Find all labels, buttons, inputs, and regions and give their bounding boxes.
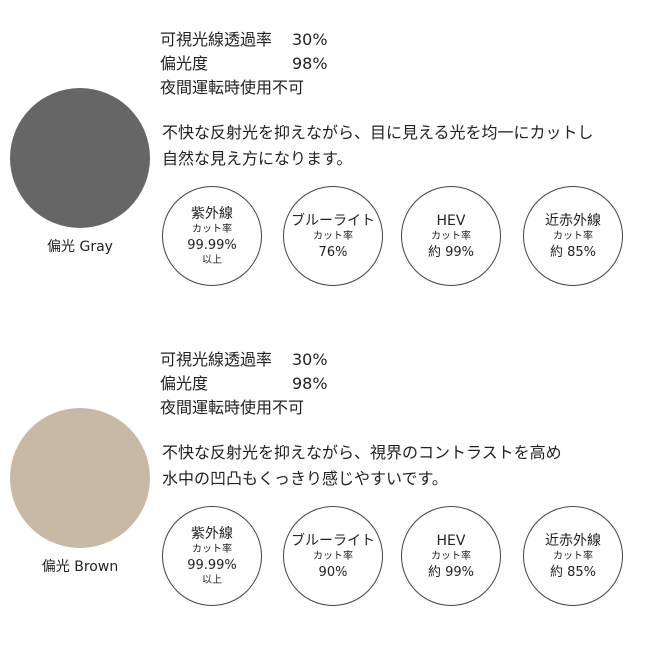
description-line: 不快な反射光を抑えながら、目に見える光を均一にカットし [162, 123, 594, 142]
badge-text: 約 99% [427, 244, 475, 260]
badge-text: 約 85% [549, 564, 597, 580]
badge-text: 90% [318, 564, 348, 580]
lens-label: 偏光 Brown [41, 559, 119, 575]
spec-label: 偏光度 [160, 374, 209, 393]
badge-text: カット率 [431, 550, 471, 562]
badge-text: 76% [318, 244, 348, 260]
badge-text: カット率 [313, 230, 353, 242]
badge-text: HEV [436, 532, 466, 549]
spec-note: 夜間運転時使用不可 [160, 78, 305, 97]
badge-text: ブルーライト [291, 532, 375, 549]
badge-text: カット率 [553, 550, 593, 562]
badge-text: HEV [436, 212, 466, 229]
spec-value: 98% [292, 54, 328, 73]
lens-swatch [10, 88, 150, 228]
description-line: 不快な反射光を抑えながら、視界のコントラストを高め [162, 443, 562, 462]
feature-badge: 近赤外線 カット率約 85% [523, 506, 623, 606]
badge-text: 以上 [202, 574, 222, 586]
spec-value: 30% [292, 350, 328, 369]
description-line: 水中の凹凸もくっきり感じやすいです。 [162, 469, 448, 488]
badge-text: カット率 [431, 230, 471, 242]
badge-text: 近赤外線 [545, 532, 601, 549]
badge-text: カット率 [313, 550, 353, 562]
feature-badge: HEV カット率約 99% [401, 506, 501, 606]
feature-badge: ブルーライト カット率 90% [283, 506, 383, 606]
lens-swatch [10, 408, 150, 548]
spec-label: 偏光度 [160, 54, 209, 73]
badge-text: カット率 [192, 543, 232, 555]
badge-text: 99.99% [187, 237, 237, 253]
feature-badge: ブルーライト カット率 76% [283, 186, 383, 286]
spec-value: 98% [292, 374, 328, 393]
lens-label: 偏光 Gray [47, 239, 113, 255]
feature-badge: 紫外線 カット率 99.99% 以上 [162, 506, 262, 606]
spec-label: 可視光線透過率 [160, 30, 273, 49]
spec-note: 夜間運転時使用不可 [160, 398, 305, 417]
feature-badge: 近赤外線 カット率約 85% [523, 186, 623, 286]
badge-text: 近赤外線 [545, 212, 601, 229]
badge-text: カット率 [192, 223, 232, 235]
badge-text: 99.99% [187, 557, 237, 573]
badge-text: カット率 [553, 230, 593, 242]
spec-value: 30% [292, 30, 328, 49]
feature-badge: 紫外線 カット率 99.99% 以上 [162, 186, 262, 286]
description-line: 自然な見え方になります。 [162, 149, 353, 168]
badge-text: ブルーライト [291, 212, 375, 229]
feature-badge: HEV カット率約 99% [401, 186, 501, 286]
badge-text: 約 99% [427, 564, 475, 580]
badge-text: 以上 [202, 254, 222, 266]
section: 可視光線透過率 30% 偏光度 98% 夜間運転時使用不可不快な反射光を抑えながら、目に… [0, 0, 650, 320]
spec-label: 可視光線透過率 [160, 350, 273, 369]
badge-text: 紫外線 [191, 525, 233, 542]
badge-text: 約 85% [549, 244, 597, 260]
section: 可視光線透過率 30% 偏光度 98% 夜間運転時使用不可不快な反射光を抑えながら、視界… [0, 320, 650, 640]
badge-text: 紫外線 [191, 205, 233, 222]
